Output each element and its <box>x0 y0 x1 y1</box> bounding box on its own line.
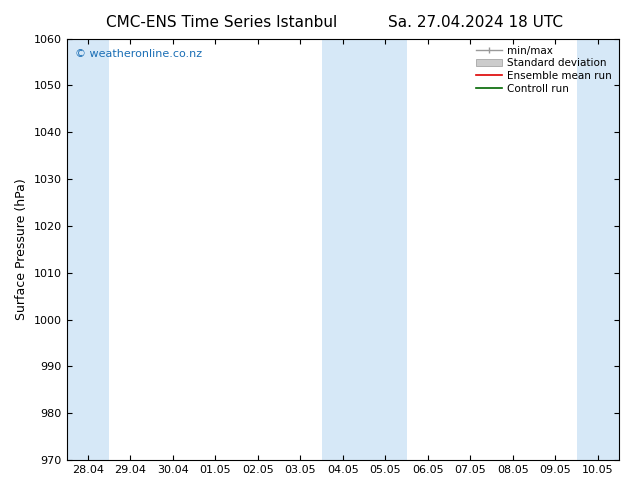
Text: Sa. 27.04.2024 18 UTC: Sa. 27.04.2024 18 UTC <box>388 15 563 30</box>
Text: © weatheronline.co.nz: © weatheronline.co.nz <box>75 49 202 59</box>
Y-axis label: Surface Pressure (hPa): Surface Pressure (hPa) <box>15 178 28 320</box>
Legend: min/max, Standard deviation, Ensemble mean run, Controll run: min/max, Standard deviation, Ensemble me… <box>474 44 614 96</box>
Bar <box>67 39 109 460</box>
Bar <box>576 39 619 460</box>
Text: CMC-ENS Time Series Istanbul: CMC-ENS Time Series Istanbul <box>107 15 337 30</box>
Bar <box>364 39 406 460</box>
Bar <box>321 39 364 460</box>
